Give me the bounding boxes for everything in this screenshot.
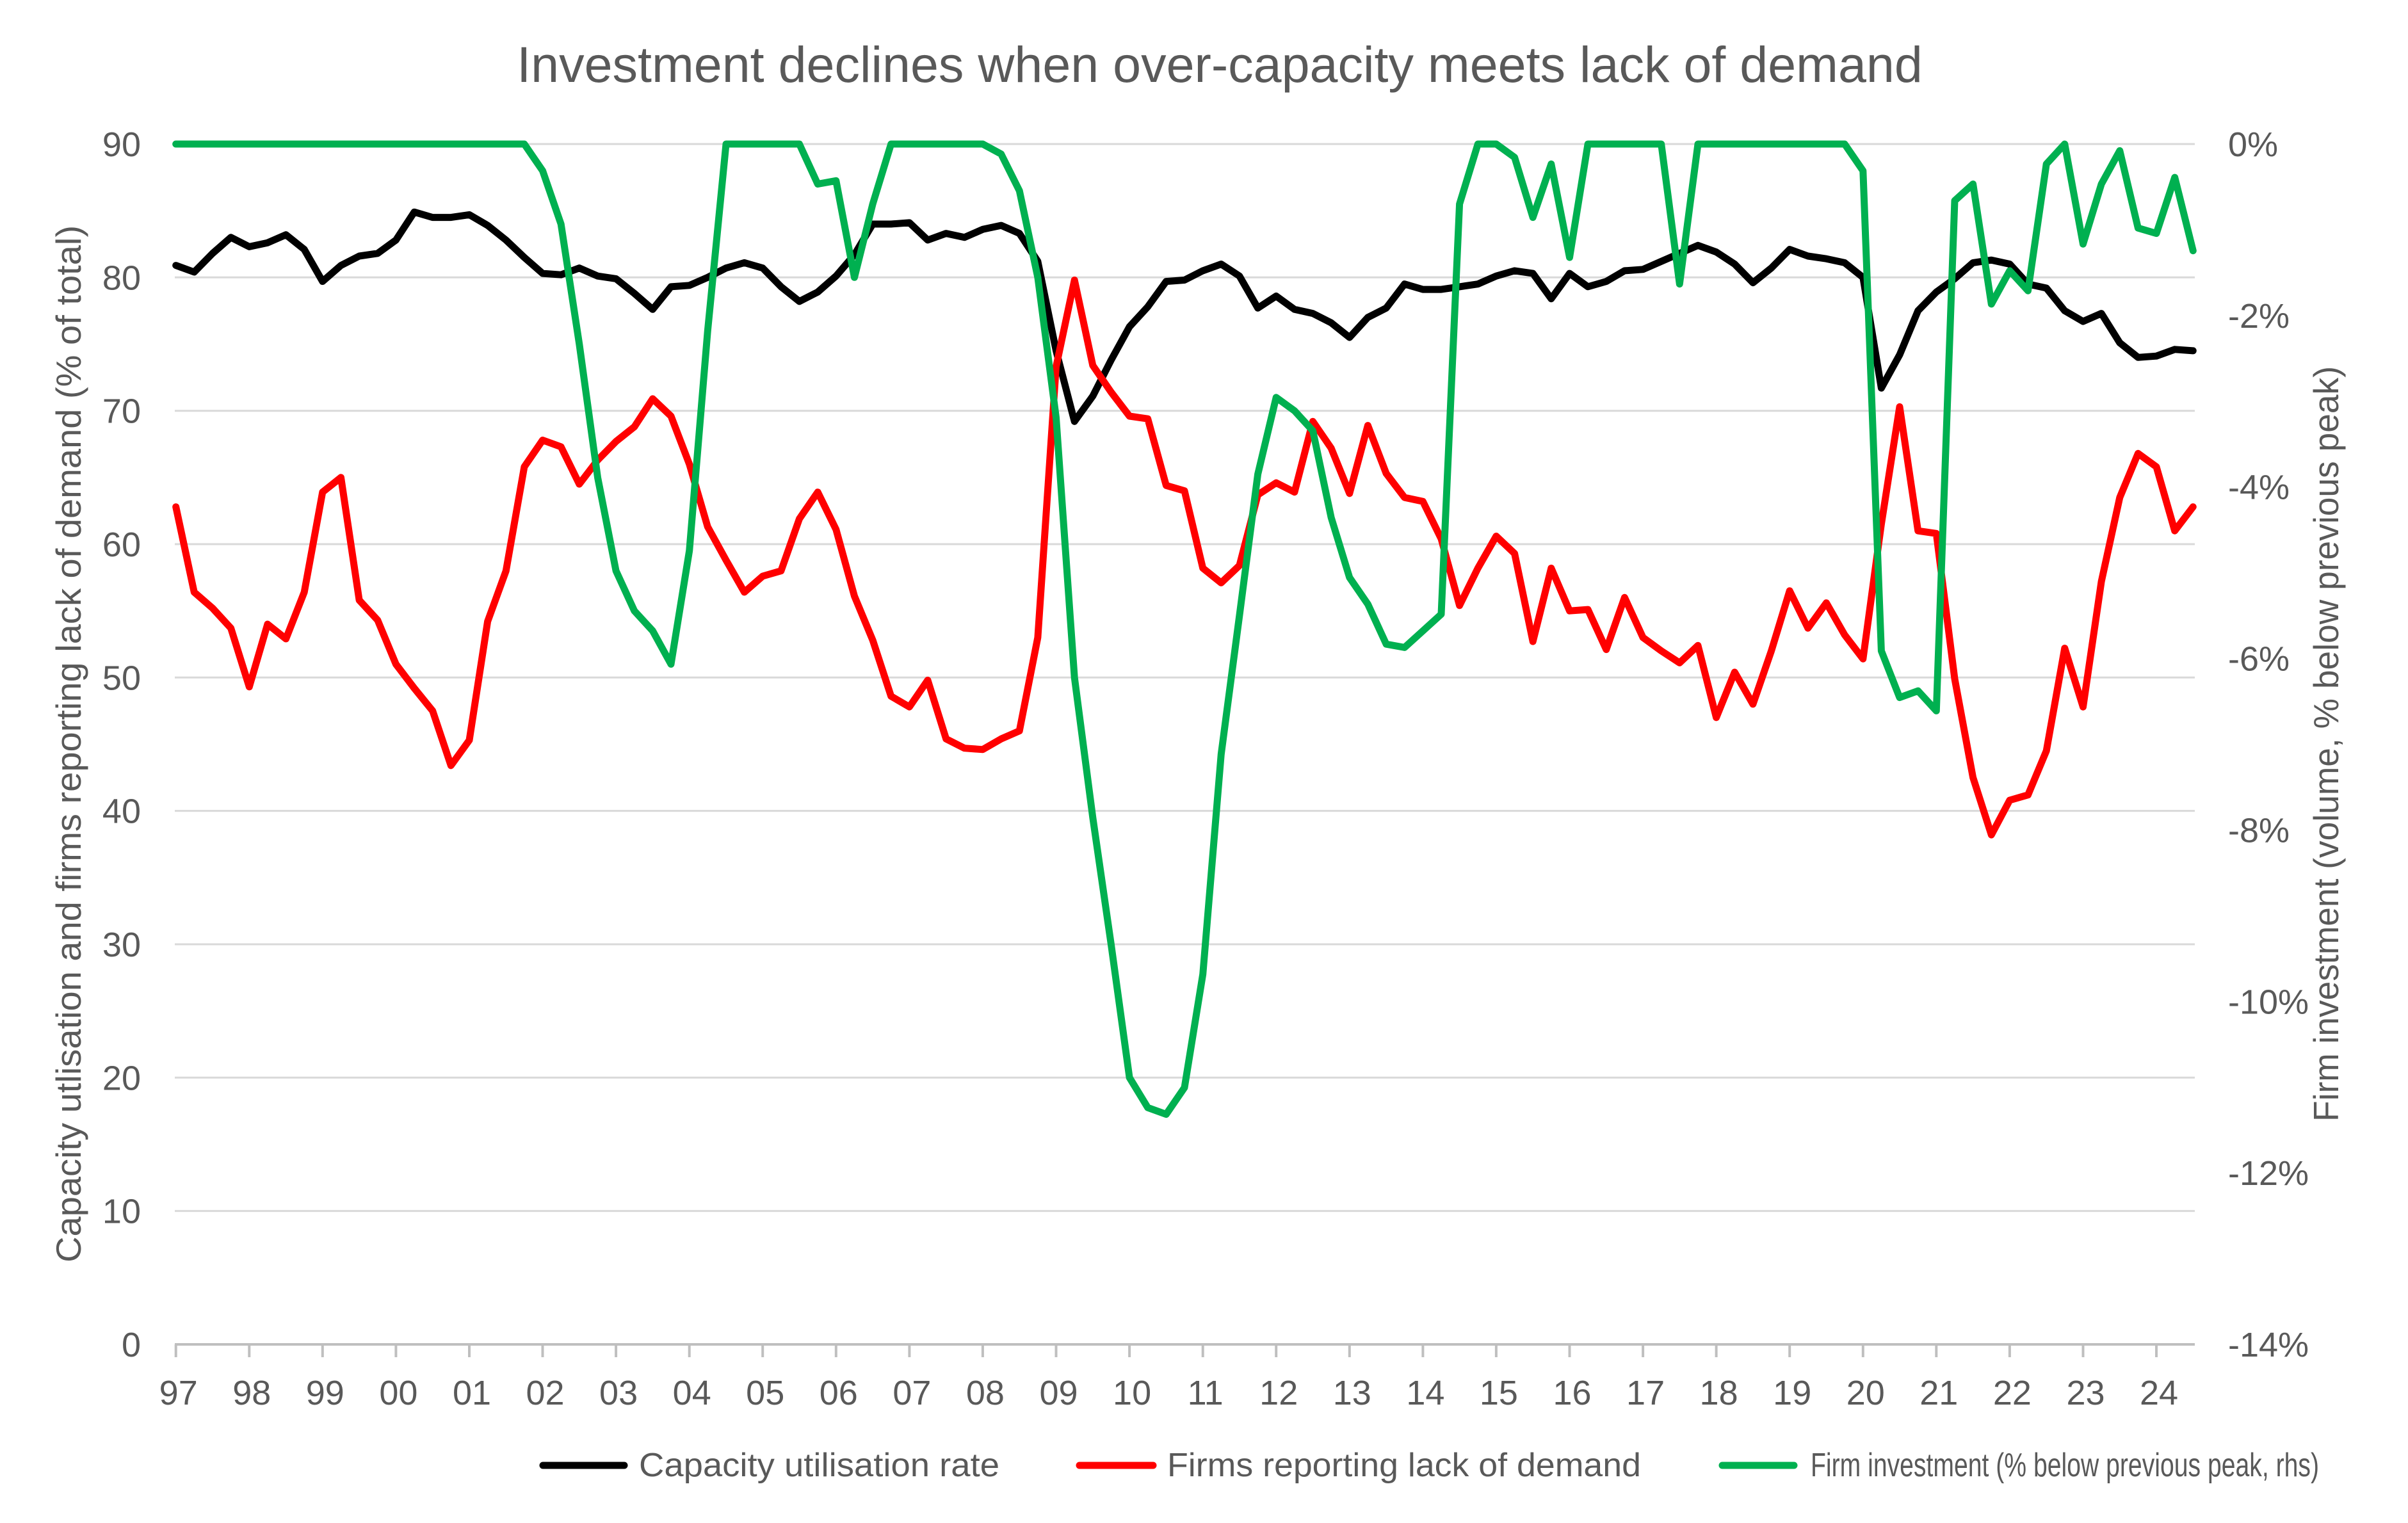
- svg-text:-4%: -4%: [2228, 469, 2290, 507]
- svg-text:Capacity utilisation rate: Capacity utilisation rate: [639, 1447, 999, 1484]
- svg-text:Capacity utlisation and firms: Capacity utlisation and firms reporting …: [49, 225, 88, 1262]
- svg-text:0: 0: [122, 1326, 141, 1364]
- svg-text:00: 00: [379, 1374, 417, 1412]
- svg-text:06: 06: [820, 1374, 858, 1412]
- svg-text:16: 16: [1553, 1374, 1591, 1412]
- svg-text:09: 09: [1039, 1374, 1078, 1412]
- svg-text:-8%: -8%: [2228, 811, 2290, 850]
- svg-text:-14%: -14%: [2228, 1326, 2309, 1364]
- svg-text:01: 01: [453, 1374, 491, 1412]
- svg-text:Firm investment (% below previ: Firm investment (% below previous peak, …: [1811, 1447, 2319, 1484]
- svg-text:24: 24: [2140, 1374, 2178, 1412]
- svg-text:23: 23: [2066, 1374, 2105, 1412]
- svg-text:80: 80: [102, 259, 141, 297]
- svg-text:70: 70: [102, 392, 141, 431]
- svg-text:-2%: -2%: [2228, 297, 2290, 335]
- svg-text:13: 13: [1333, 1374, 1371, 1412]
- svg-text:-10%: -10%: [2228, 983, 2309, 1021]
- svg-text:12: 12: [1259, 1374, 1298, 1412]
- svg-text:05: 05: [746, 1374, 784, 1412]
- svg-text:10: 10: [1113, 1374, 1151, 1412]
- svg-text:-6%: -6%: [2228, 640, 2290, 679]
- svg-text:Firm investment (volume, % bel: Firm investment (volume, % below previou…: [2306, 366, 2346, 1122]
- svg-text:02: 02: [526, 1374, 564, 1412]
- svg-text:0%: 0%: [2228, 125, 2278, 164]
- svg-text:60: 60: [102, 526, 141, 564]
- svg-text:40: 40: [102, 793, 141, 831]
- svg-text:19: 19: [1773, 1374, 1811, 1412]
- svg-text:Firms reporting lack of demand: Firms reporting lack of demand: [1167, 1447, 1641, 1484]
- svg-text:11: 11: [1188, 1374, 1224, 1412]
- svg-text:99: 99: [306, 1374, 344, 1412]
- svg-text:30: 30: [102, 926, 141, 964]
- svg-text:08: 08: [966, 1374, 1005, 1412]
- svg-text:22: 22: [1993, 1374, 2032, 1412]
- svg-text:10: 10: [102, 1193, 141, 1231]
- svg-text:20: 20: [1846, 1374, 1885, 1412]
- svg-text:Investment declines when over-: Investment declines when over-capacity m…: [517, 36, 1923, 93]
- svg-text:97: 97: [159, 1374, 198, 1412]
- svg-text:03: 03: [599, 1374, 638, 1412]
- svg-text:17: 17: [1626, 1374, 1665, 1412]
- svg-text:-12%: -12%: [2228, 1154, 2309, 1193]
- svg-text:18: 18: [1700, 1374, 1738, 1412]
- svg-text:04: 04: [673, 1374, 711, 1412]
- svg-text:15: 15: [1480, 1374, 1518, 1412]
- svg-text:21: 21: [1919, 1374, 1958, 1412]
- svg-text:98: 98: [232, 1374, 271, 1412]
- svg-text:14: 14: [1406, 1374, 1444, 1412]
- svg-text:90: 90: [102, 125, 141, 164]
- svg-text:50: 50: [102, 659, 141, 697]
- svg-text:07: 07: [893, 1374, 931, 1412]
- svg-text:20: 20: [102, 1059, 141, 1097]
